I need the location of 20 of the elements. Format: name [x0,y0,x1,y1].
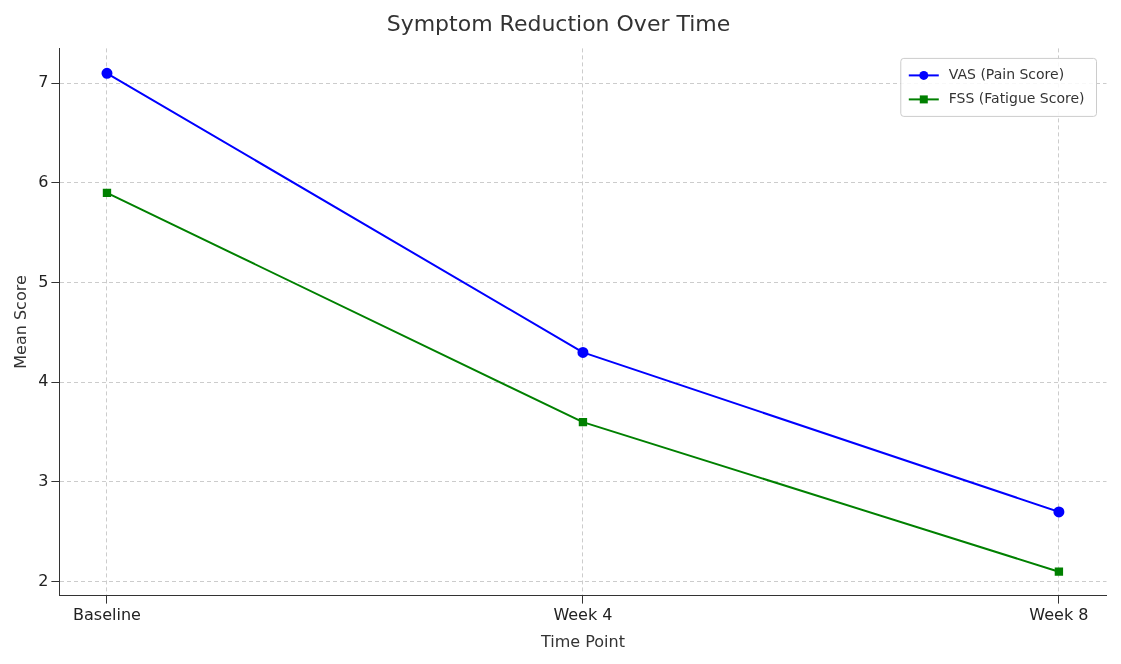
chart-title: Symptom Reduction Over Time [386,10,731,36]
x-tick-label: Baseline [73,605,141,625]
y-tick-label: 7 [38,72,49,92]
point [101,67,113,79]
y-tick-label: 6 [38,172,49,192]
y-tick-label: 3 [38,471,49,491]
y-axis-title: Mean Score [10,275,30,369]
y-tick-label: 4 [38,371,49,391]
legend-label: FSS (Fatigue Score) [948,90,1085,107]
point [578,417,588,427]
x-axis-title: Time Point [539,631,625,651]
x-tick-label: Week 4 [553,605,613,625]
point [577,346,589,358]
y-tick-label: 5 [38,271,49,291]
y-tick-label: 2 [38,570,49,590]
legend-label: VAS (Pain Score) [948,66,1065,83]
point [102,188,112,198]
x-tick-label: Week 8 [1029,605,1089,625]
point [1054,567,1064,576]
point [1053,506,1065,518]
